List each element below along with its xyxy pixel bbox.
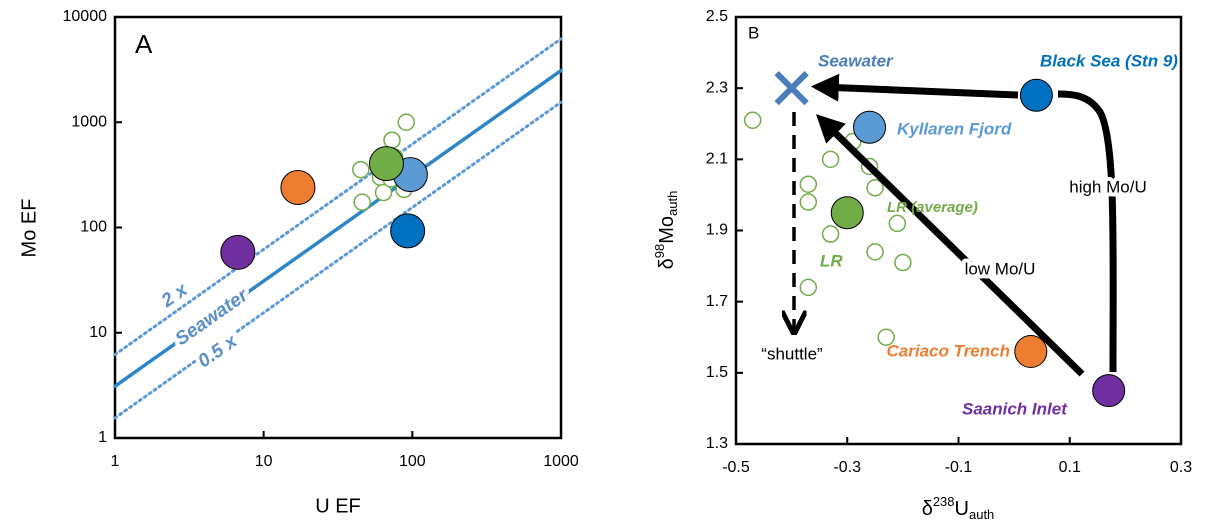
- series-label: Seawater: [818, 51, 894, 70]
- x-tick-label: -0.5: [722, 459, 750, 476]
- series-label: LR (average): [887, 199, 978, 216]
- axis-label: Mo EF: [18, 199, 40, 258]
- x-tick-label: 0.1: [1059, 459, 1081, 476]
- label-symbol: δ: [922, 498, 933, 520]
- open-point: [866, 243, 884, 261]
- label-sup: 238: [933, 494, 955, 509]
- y-tick-label: 1.3: [706, 435, 728, 452]
- open-point: [877, 328, 895, 346]
- annotation: high Mo/U: [1069, 177, 1146, 196]
- x-tick-label: 0.3: [1170, 459, 1192, 476]
- y-tick-label: 1000: [71, 113, 107, 130]
- open-point: [397, 113, 415, 131]
- data-point: [390, 213, 426, 249]
- y-tick-label: 1: [98, 429, 107, 446]
- data-point: [280, 169, 316, 205]
- open-point: [799, 278, 818, 297]
- data-point: [1019, 78, 1053, 112]
- arrows: [794, 73, 1117, 377]
- arrow: [1057, 90, 1117, 373]
- x-tick-label: 1000: [543, 453, 579, 470]
- panel-label: A: [135, 29, 153, 59]
- x-tick-label: 100: [399, 453, 426, 470]
- open-point: [821, 225, 840, 243]
- x-tick-label: 10: [255, 453, 273, 470]
- open-point: [866, 179, 884, 197]
- y-tick-label: 1.7: [706, 293, 728, 310]
- label-base: Mo: [656, 216, 678, 244]
- data-point: [1014, 334, 1048, 368]
- data-point: [830, 196, 864, 230]
- reference-line: [113, 37, 563, 357]
- open-point: [374, 183, 393, 202]
- data-point: [853, 110, 886, 144]
- open-point: [799, 175, 818, 193]
- series-label: 2 x: [157, 279, 193, 313]
- open-point: [743, 111, 762, 129]
- y-tick-label: 100: [80, 219, 107, 236]
- arrow: [810, 73, 1019, 102]
- annotation: low Mo/U: [965, 259, 1036, 278]
- y-tick-label: 1.5: [706, 364, 728, 381]
- x-tick-label: -0.1: [945, 459, 973, 476]
- panel-label: B: [748, 23, 759, 42]
- label-sup: 98: [652, 244, 667, 258]
- x-marker: [774, 71, 809, 106]
- label-base: U: [955, 498, 969, 520]
- data-point: [220, 234, 256, 270]
- annotation: “shuttle”: [761, 344, 823, 363]
- open-point: [894, 253, 912, 272]
- y-tick-label: 2.5: [706, 8, 728, 25]
- reference-line: [113, 68, 563, 389]
- axis-label: U EF: [315, 495, 361, 517]
- y-tick-label: 10000: [63, 8, 108, 25]
- series-label: Saanich Inlet: [962, 399, 1068, 418]
- open-point: [799, 193, 818, 211]
- x-tick-label: 1: [111, 453, 120, 470]
- open-point: [352, 160, 370, 179]
- label-sub: auth: [665, 191, 680, 216]
- open-point: [821, 150, 840, 169]
- series-label: Black Sea (Stn 9): [1040, 51, 1178, 70]
- series-label: Cariaco Trench: [887, 341, 1010, 360]
- series-label: Kyllaren Fjord: [897, 119, 1012, 138]
- open-point: [353, 193, 371, 211]
- data-point: [368, 146, 404, 182]
- data-point: [1092, 374, 1126, 408]
- x-tick-label: -0.3: [833, 459, 861, 476]
- y-tick-label: 2.3: [706, 79, 728, 96]
- reference-line: [113, 100, 563, 420]
- y-tick-label: 2.1: [706, 151, 728, 168]
- label-sub: auth: [969, 507, 994, 522]
- series-label: LR: [820, 251, 843, 270]
- arrow: [815, 114, 1085, 377]
- open-point: [888, 214, 907, 233]
- axis-label: δ98Moauth: [652, 191, 680, 270]
- open-point: [383, 131, 401, 149]
- axis-label: δ238Uauth: [922, 494, 995, 522]
- label-symbol: δ: [656, 258, 678, 269]
- y-tick-label: 1.9: [706, 222, 728, 239]
- y-tick-label: 10: [89, 324, 107, 341]
